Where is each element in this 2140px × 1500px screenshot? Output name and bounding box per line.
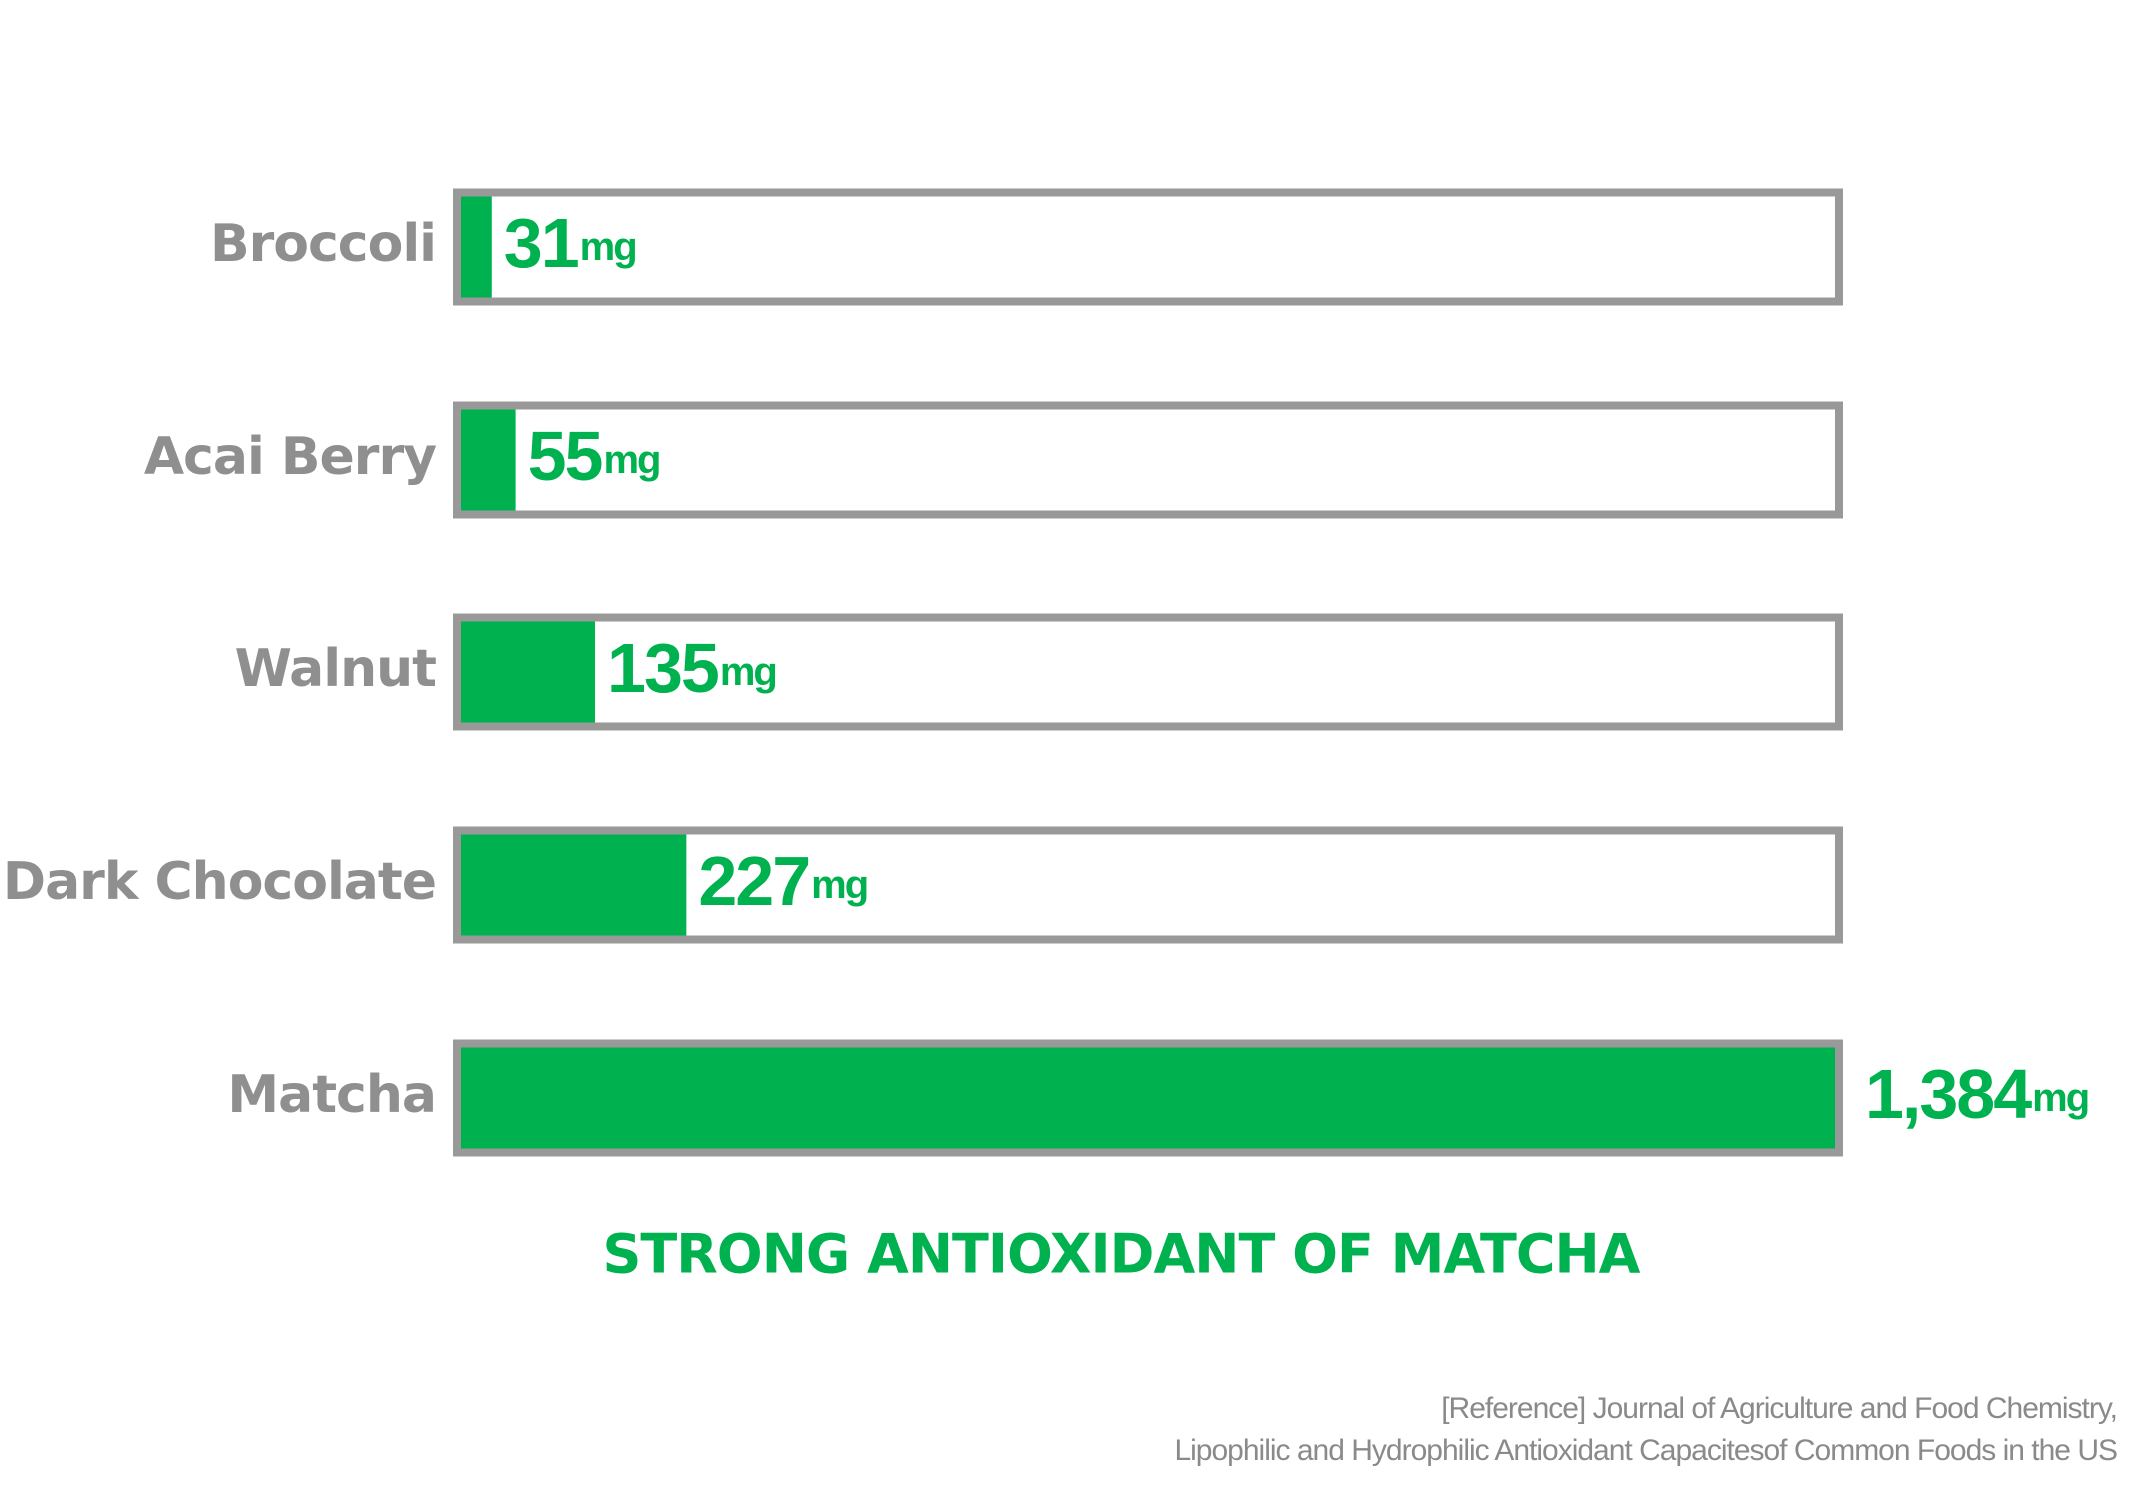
value-label: 1,384mg bbox=[1865, 1055, 2088, 1133]
bar bbox=[461, 409, 516, 511]
value-label: 31mg bbox=[504, 204, 636, 282]
value-unit: mg bbox=[580, 225, 636, 269]
value-number: 55 bbox=[528, 417, 602, 495]
value-unit: mg bbox=[720, 650, 776, 694]
value-unit: mg bbox=[603, 438, 659, 482]
value-unit: mg bbox=[811, 863, 867, 907]
chart-title: STRONG ANTIOXIDANT OF MATCHA bbox=[603, 1223, 1641, 1286]
bar bbox=[461, 1047, 1835, 1149]
category-label: Matcha bbox=[227, 1065, 436, 1125]
value-number: 31 bbox=[504, 204, 578, 282]
bar bbox=[461, 621, 596, 723]
value-number: 227 bbox=[698, 842, 809, 920]
category-label: Walnut bbox=[235, 639, 436, 699]
category-label: Broccoli bbox=[210, 214, 436, 274]
value-label: 227mg bbox=[698, 842, 867, 920]
bar-frame bbox=[453, 826, 1843, 944]
reference: [Reference] Journal of Agriculture and F… bbox=[1441, 1392, 2117, 1425]
bar-frame bbox=[453, 401, 1843, 519]
value-number: 1,384 bbox=[1865, 1055, 2032, 1133]
bar-frame bbox=[453, 188, 1843, 306]
bar bbox=[461, 196, 492, 298]
category-label: Dark Chocolate bbox=[3, 852, 436, 912]
value-label: 135mg bbox=[607, 629, 776, 707]
bar-frame bbox=[453, 613, 1843, 731]
value-label: 55mg bbox=[528, 417, 660, 495]
category-label: Acai Berry bbox=[144, 427, 436, 487]
bar bbox=[461, 834, 687, 936]
reference: Lipophilic and Hydrophilic Antioxidant C… bbox=[1174, 1434, 2117, 1467]
value-number: 135 bbox=[607, 629, 718, 707]
value-unit: mg bbox=[2032, 1076, 2088, 1120]
